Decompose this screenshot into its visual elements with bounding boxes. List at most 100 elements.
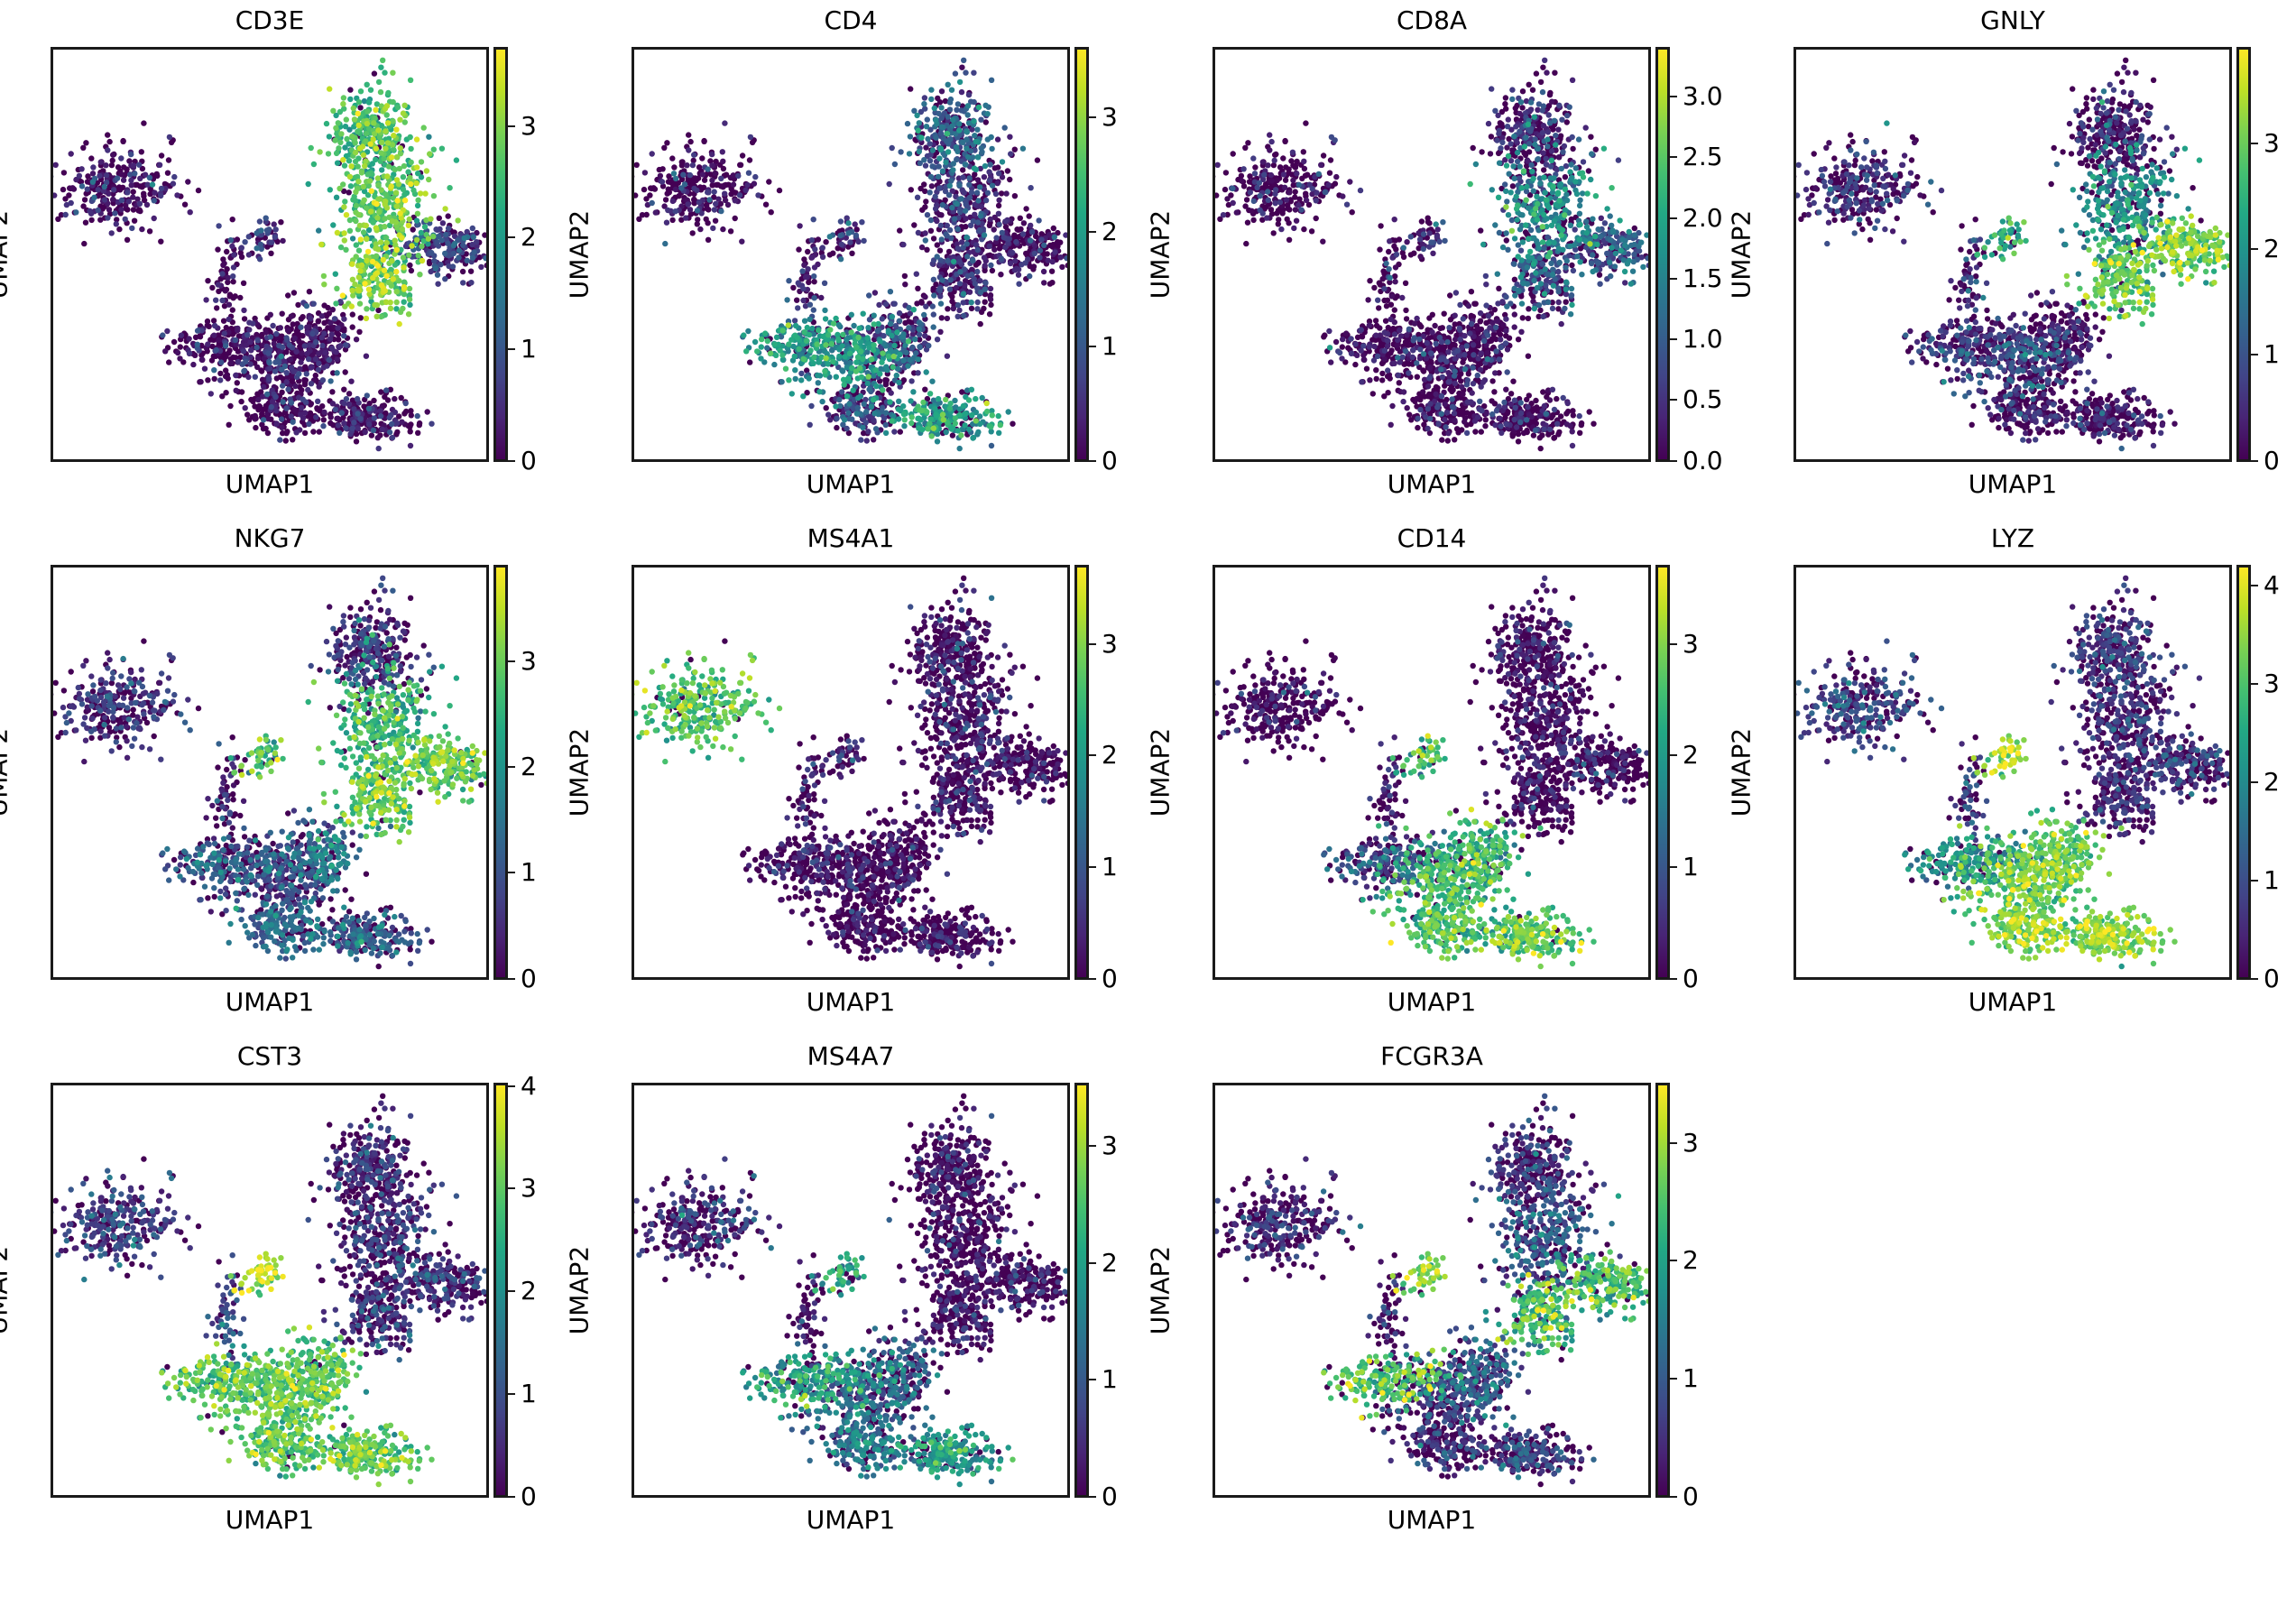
cell-point — [807, 375, 812, 381]
cell-point — [974, 306, 980, 311]
cell-point — [789, 391, 795, 396]
cell-point — [973, 396, 978, 402]
cell-point — [363, 429, 368, 435]
cell-point — [1524, 163, 1529, 169]
cell-point — [223, 354, 228, 359]
cell-point — [379, 282, 384, 288]
cell-point — [106, 139, 112, 144]
cell-point — [834, 416, 839, 421]
cell-point — [364, 316, 369, 321]
cell-point — [347, 174, 353, 180]
cell-point — [289, 413, 294, 419]
cell-point — [1520, 88, 1526, 94]
cell-point — [429, 421, 434, 427]
cell-point — [352, 116, 357, 122]
cell-point — [358, 236, 364, 242]
cell-point — [973, 281, 978, 286]
cell-point — [124, 237, 130, 243]
cell-point — [394, 247, 400, 253]
cell-point — [282, 364, 288, 369]
cell-point — [263, 329, 268, 335]
cell-point — [657, 167, 662, 172]
cell-point — [634, 192, 638, 198]
cell-point — [728, 228, 733, 234]
cell-point — [455, 217, 460, 223]
cell-point — [341, 316, 346, 321]
cell-point — [786, 278, 791, 283]
cell-point — [341, 204, 346, 209]
cell-point — [966, 175, 972, 180]
cell-point — [380, 427, 385, 432]
cell-point — [340, 157, 346, 162]
cell-point — [929, 433, 935, 438]
cell-point — [940, 202, 945, 208]
cell-point — [911, 307, 917, 312]
cell-point — [158, 193, 163, 198]
cell-point — [321, 410, 327, 415]
cell-point — [207, 324, 212, 329]
cell-point — [367, 178, 373, 183]
cell-point — [962, 422, 967, 428]
cell-point — [246, 252, 252, 257]
cell-point — [915, 416, 920, 421]
cell-point — [836, 397, 842, 402]
cell-point — [97, 217, 103, 223]
cell-point — [268, 334, 273, 339]
cell-point — [839, 389, 844, 394]
cell-point — [343, 425, 348, 430]
cell-point — [812, 264, 817, 270]
cell-point — [116, 226, 122, 232]
cell-point — [940, 169, 945, 174]
cell-point — [188, 209, 193, 215]
cell-point — [973, 242, 979, 247]
cell-point — [947, 406, 953, 411]
cell-point — [205, 318, 210, 324]
cell-point — [160, 332, 165, 337]
cell-point — [988, 263, 993, 268]
cell-point — [344, 212, 349, 217]
cell-point — [1479, 149, 1484, 154]
cell-point — [358, 88, 364, 94]
cell-point — [735, 173, 741, 179]
cell-point — [840, 332, 845, 337]
cell-point — [687, 139, 693, 144]
cell-point — [383, 201, 388, 207]
cell-point — [308, 316, 313, 321]
cell-point — [897, 310, 902, 316]
cell-point — [228, 237, 234, 243]
cell-point — [119, 171, 124, 177]
colorbar-tick-label: 2 — [1102, 217, 1118, 247]
cell-point — [105, 147, 110, 152]
cell-point — [961, 313, 966, 318]
cell-point — [937, 248, 943, 254]
cell-point — [63, 212, 69, 217]
cell-point — [982, 232, 987, 237]
cell-point — [793, 323, 798, 328]
cell-point — [969, 306, 974, 311]
cell-point — [1023, 206, 1028, 211]
cell-point — [855, 395, 861, 401]
cell-point — [144, 202, 150, 208]
cell-point — [158, 239, 163, 245]
cell-point — [1041, 280, 1047, 285]
cell-point — [1569, 263, 1574, 268]
cell-point — [118, 155, 124, 161]
cell-point — [973, 139, 979, 144]
cell-point — [90, 164, 96, 170]
cell-point — [820, 254, 825, 260]
cell-point — [830, 251, 835, 256]
cell-point — [209, 357, 215, 363]
cell-point — [346, 158, 352, 163]
cell-point — [198, 334, 203, 339]
cell-point — [195, 328, 200, 333]
cell-point — [974, 189, 980, 195]
cell-point — [121, 178, 126, 183]
cell-point — [217, 377, 223, 383]
cell-point — [996, 222, 1001, 227]
cell-point — [886, 328, 891, 333]
cell-point — [883, 382, 889, 387]
cell-point — [456, 247, 462, 253]
cell-point — [384, 103, 390, 108]
cell-point — [731, 172, 736, 178]
cell-point — [280, 311, 285, 317]
